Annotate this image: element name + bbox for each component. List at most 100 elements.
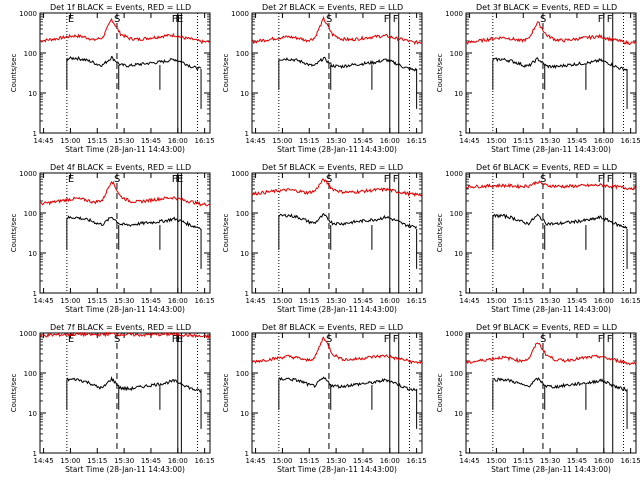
y-axis-label: Counts/sec <box>436 374 444 413</box>
x-tick-label: 14:45 <box>245 137 265 145</box>
panel-title: Det 8f BLACK = Events, RED = LLD <box>262 323 403 332</box>
x-tick-label: 14:45 <box>33 137 53 145</box>
y-tick-label: 100 <box>450 50 463 58</box>
y-tick-label: 10 <box>240 250 249 258</box>
f-marker-label: F <box>607 14 613 25</box>
y-tick-label: 1000 <box>19 330 37 338</box>
f-marker-label: F <box>384 14 390 25</box>
y-tick-label: 1 <box>33 290 37 298</box>
x-tick-label: 15:15 <box>513 297 533 305</box>
series-lld-line <box>251 336 423 365</box>
x-tick-label: 15:00 <box>272 297 292 305</box>
f-marker-label: F <box>393 334 399 345</box>
panel-title: Det 6f BLACK = Events, RED = LLD <box>476 163 617 172</box>
y-tick-label: 1000 <box>19 10 37 18</box>
series-lld-line <box>39 17 211 45</box>
y-tick-label: 1000 <box>231 170 249 178</box>
panel-title: Det 9f BLACK = Events, RED = LLD <box>476 323 617 332</box>
series-events-line <box>278 56 418 72</box>
y-axis-label: Counts/sec <box>222 54 230 93</box>
y-tick-label: 100 <box>24 210 37 218</box>
y-tick-label: 1 <box>33 130 37 138</box>
plot-frame <box>465 332 637 454</box>
x-tick-label: 16:15 <box>407 137 427 145</box>
s-marker-label: S <box>114 174 120 185</box>
x-tick-label: 15:15 <box>87 457 107 465</box>
y-axis-label: Counts/sec <box>10 54 18 93</box>
panel-det-4f: Det 4f BLACK = Events, RED = LLD 1 10 100 10… <box>10 163 215 314</box>
panel-det-6f: Det 6f BLACK = Events, RED = LLD 1 10 100 10… <box>436 163 640 314</box>
panel-det-5f: Det 5f BLACK = Events, RED = LLD 1 10 100 10… <box>222 163 427 314</box>
x-tick-label: 16:00 <box>594 137 614 145</box>
x-axis-label: Start Time (28-Jan-11 14:43:00) <box>65 145 185 154</box>
series-events-line <box>492 57 628 72</box>
x-tick-label: 16:00 <box>168 137 188 145</box>
x-tick-label: 15:30 <box>326 297 346 305</box>
x-tick-label: 15:30 <box>114 297 134 305</box>
x-tick-label: 16:15 <box>195 137 215 145</box>
plot-frame <box>465 172 637 294</box>
y-tick-label: 100 <box>450 210 463 218</box>
y-axis-label: Counts/sec <box>436 54 444 93</box>
x-axis-label: Start Time (28-Jan-11 14:43:00) <box>65 305 185 314</box>
x-tick-label: 15:30 <box>114 137 134 145</box>
y-tick-label: 1 <box>33 450 37 458</box>
y-tick-label: 1 <box>459 450 463 458</box>
panel-title: Det 2f BLACK = Events, RED = LLD <box>262 3 403 12</box>
plot-frame <box>251 12 423 134</box>
panel-det-8f: Det 8f BLACK = Events, RED = LLD 1 10 100 10… <box>222 323 427 474</box>
y-tick-label: 10 <box>240 410 249 418</box>
x-tick-label: 16:15 <box>621 457 640 465</box>
x-tick-label: 15:15 <box>87 137 107 145</box>
x-tick-label: 15:15 <box>513 137 533 145</box>
y-tick-label: 1000 <box>445 10 463 18</box>
s-marker-label: S <box>326 14 332 25</box>
x-tick-label: 14:45 <box>245 297 265 305</box>
f-marker-label: F <box>172 14 178 25</box>
x-tick-label: 15:15 <box>299 137 319 145</box>
x-tick-label: 16:00 <box>380 457 400 465</box>
panel-det-7f: Det 7f BLACK = Events, RED = LLD 1 10 100 10… <box>10 323 215 474</box>
x-tick-label: 15:15 <box>87 297 107 305</box>
x-axis-label: Start Time (28-Jan-11 14:43:00) <box>277 145 397 154</box>
y-tick-label: 1 <box>245 450 249 458</box>
x-tick-label: 15:45 <box>353 297 373 305</box>
x-tick-label: 16:15 <box>621 297 640 305</box>
plot-frame <box>465 12 637 134</box>
x-tick-label: 16:00 <box>380 297 400 305</box>
series-lld-line <box>465 21 637 45</box>
y-tick-label: 10 <box>240 90 249 98</box>
y-tick-label: 10 <box>454 410 463 418</box>
panel-det-9f: Det 9f BLACK = Events, RED = LLD 1 10 100 10… <box>436 323 640 474</box>
e-marker-label: E <box>68 14 74 25</box>
y-tick-label: 10 <box>28 90 37 98</box>
f-marker-label: F <box>172 334 178 345</box>
f-marker-label: F <box>598 14 604 25</box>
panel-title: Det 1f BLACK = Events, RED = LLD <box>50 3 191 12</box>
panel-title: Det 4f BLACK = Events, RED = LLD <box>50 163 191 172</box>
f-marker-label: F <box>598 174 604 185</box>
x-tick-label: 15:00 <box>272 137 292 145</box>
y-tick-label: 1000 <box>445 330 463 338</box>
y-tick-label: 100 <box>24 50 37 58</box>
x-tick-label: 16:00 <box>594 457 614 465</box>
x-axis-label: Start Time (28-Jan-11 14:43:00) <box>491 305 611 314</box>
x-axis-label: Start Time (28-Jan-11 14:43:00) <box>491 465 611 474</box>
x-tick-label: 16:00 <box>168 457 188 465</box>
x-tick-label: 15:45 <box>141 297 161 305</box>
y-axis-label: Counts/sec <box>222 374 230 413</box>
x-axis-label: Start Time (28-Jan-11 14:43:00) <box>65 465 185 474</box>
series-events-line <box>66 55 202 71</box>
x-tick-label: 16:15 <box>621 137 640 145</box>
x-tick-label: 16:00 <box>380 137 400 145</box>
plot-frame <box>39 12 211 134</box>
panel-title: Det 5f BLACK = Events, RED = LLD <box>262 163 403 172</box>
y-tick-label: 1000 <box>231 330 249 338</box>
f-marker-label: F <box>393 14 399 25</box>
y-tick-label: 100 <box>24 370 37 378</box>
f-marker-label: F <box>175 334 181 345</box>
y-tick-label: 10 <box>28 250 37 258</box>
x-tick-label: 15:00 <box>60 137 80 145</box>
e-marker-label: E <box>177 14 183 25</box>
x-tick-label: 15:15 <box>299 457 319 465</box>
